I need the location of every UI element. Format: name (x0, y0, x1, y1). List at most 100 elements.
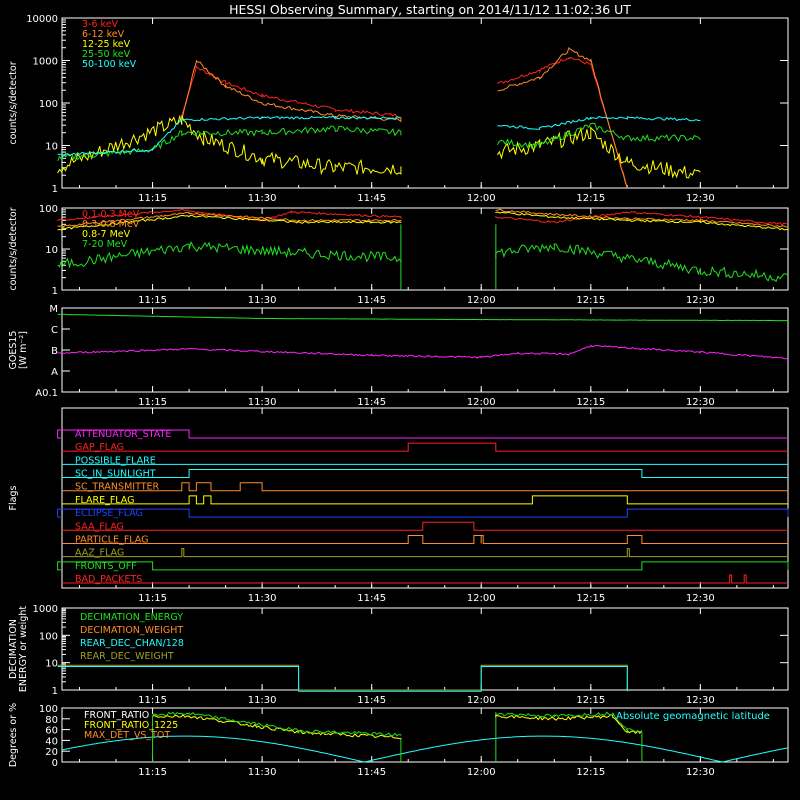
y-tick-label: 1 (52, 286, 58, 297)
legend-entry: 6-12 keV (82, 29, 125, 40)
legend-entry: REAR_DEC_CHAN/128 (80, 638, 184, 649)
x-tick-label: 12:15 (576, 767, 605, 778)
x-tick-label: 11:45 (357, 295, 386, 306)
flag-label: ECLIPSE_FLAG (75, 508, 143, 519)
y-tick-label: 100 (39, 99, 58, 110)
x-tick-label: 11:30 (248, 193, 277, 204)
plot-frame (61, 707, 789, 763)
y-tick-label: M (49, 304, 58, 315)
flag-row: GAP_FLAG (62, 442, 788, 453)
x-tick-label: 12:30 (686, 295, 715, 306)
flag-line (62, 482, 788, 492)
annotation-geomagnetic-latitude: Absolute geomagnetic latitude (616, 711, 770, 722)
y-axis-label: ENERGY or weight (18, 606, 29, 692)
x-tick-label: 11:30 (248, 695, 277, 706)
series-line (57, 240, 789, 283)
flag-row: SC_TRANSMITTER (62, 482, 788, 493)
x-tick-label: 12:30 (686, 695, 715, 706)
legend-entry: DECIMATION_WEIGHT (80, 625, 183, 636)
series-line (57, 666, 628, 692)
flags-panel: 11:15 11:30 11:45 12:00 12:15 12:30 Flags ATTEN… (8, 407, 789, 604)
legend-entry: MAX_DET_VS_TOT (84, 730, 170, 741)
y-tick-label: 1000 (33, 57, 58, 68)
flag-label: POSSIBLE_FLARE (75, 455, 156, 466)
x-tick-label: 12:00 (467, 397, 496, 408)
flag-label: BAD_PACKETS (75, 574, 142, 585)
x-tick-label: 11:15 (138, 593, 167, 604)
legend-entry: 50-100 keV (82, 59, 137, 70)
flag-line (62, 442, 788, 452)
x-tick-label: 11:45 (357, 397, 386, 408)
y-axis-label: Flags (8, 485, 19, 510)
y-axis-label: counts/s/detector (8, 61, 19, 144)
flag-label: PARTICLE_FLAG (75, 534, 148, 545)
flag-row: BAD_PACKETS (62, 574, 788, 585)
legend-entry: 3-6 keV (82, 19, 119, 30)
y-tick-label: 40 (45, 736, 58, 747)
flag-line (62, 521, 788, 531)
y-tick-label: 10 (45, 245, 58, 256)
x-tick-label: 11:45 (357, 193, 386, 204)
flag-row: FLARE_FLAG (62, 495, 788, 506)
series-line (57, 313, 789, 322)
x-tick-label: 12:15 (576, 193, 605, 204)
legend-entry: 0.3-0.8 MeV (82, 219, 140, 230)
y-tick-label: 0 (52, 758, 58, 769)
x-tick-label: 11:30 (248, 397, 277, 408)
y-axis-label: Degrees or % (8, 703, 19, 767)
flag-label: FRONTS_OFF (75, 561, 137, 572)
y-tick-label: 1 (52, 184, 58, 195)
x-tick-label: 12:15 (576, 593, 605, 604)
y-tick-label: 1000 (33, 604, 58, 615)
y-axis-label: [W m⁻²] (18, 331, 29, 369)
geomagnetic-latitude-line (61, 735, 789, 763)
x-tick-label: 12:15 (576, 397, 605, 408)
legend-entry: FRONT_RATIO (84, 710, 149, 721)
y-tick-label: B (51, 346, 58, 357)
ratios-panel: 11:15 11:30 11:45 12:00 12:15 12:30 0204060801… (8, 703, 789, 778)
flag-line (62, 534, 788, 544)
legend-entry: REAR_DEC_WEIGHT (80, 651, 174, 662)
flag-line (62, 495, 788, 505)
x-tick-label: 11:15 (138, 295, 167, 306)
y-tick-label: 100 (39, 631, 58, 642)
y-tick-label: 80 (45, 715, 58, 726)
flag-line (62, 469, 788, 479)
flag-row: FRONTS_OFF (57, 561, 789, 572)
flag-label: SC_IN_SUNLIGHT (75, 469, 156, 480)
legend-entry: 7-20 MeV (82, 239, 128, 250)
y-tick-label: 1 (52, 686, 58, 697)
x-tick-label: 11:15 (138, 767, 167, 778)
y-tick-label: A (51, 367, 58, 378)
plot-frame (61, 407, 789, 589)
decimation-panel: 11:15 11:30 11:45 12:00 12:15 12:30 1 10 100 1000… (8, 604, 789, 706)
x-tick-label: 11:15 (138, 695, 167, 706)
x-tick-label: 12:00 (467, 193, 496, 204)
series-line (57, 208, 789, 228)
flag-label: GAP_FLAG (75, 442, 124, 453)
flag-label: ATTENUATOR_STATE (75, 429, 171, 440)
x-tick-label: 12:30 (686, 593, 715, 604)
x-tick-label: 12:15 (576, 295, 605, 306)
x-tick-label: 11:15 (138, 397, 167, 408)
legend-entry: 12-25 keV (82, 39, 131, 50)
x-tick-label: 12:30 (686, 767, 715, 778)
x-tick-label: 12:00 (467, 767, 496, 778)
x-tick-label: 11:45 (357, 767, 386, 778)
x-tick-label: 11:45 (357, 695, 386, 706)
flag-row: ECLIPSE_FLAG (57, 508, 789, 519)
flag-line (57, 508, 789, 518)
y-tick-label: 20 (45, 747, 58, 758)
flag-line (62, 548, 788, 558)
x-tick-label: 12:15 (576, 695, 605, 706)
y-tick-label: C (51, 325, 58, 336)
x-tick-label: 11:45 (357, 593, 386, 604)
legend-entry: 0.1-0.3 MeV (82, 209, 140, 220)
y-tick-label: A0.1 (35, 388, 58, 399)
legend-entry: 25-50 keV (82, 49, 131, 60)
lightcurve-panel: 11:15 11:30 11:45 12:00 12:15 12:30 1 10 100 1000… (8, 14, 789, 204)
legend-entry: FRONT_RATIO_1225 (84, 720, 178, 731)
flag-line (57, 561, 789, 571)
series-line (57, 114, 701, 179)
